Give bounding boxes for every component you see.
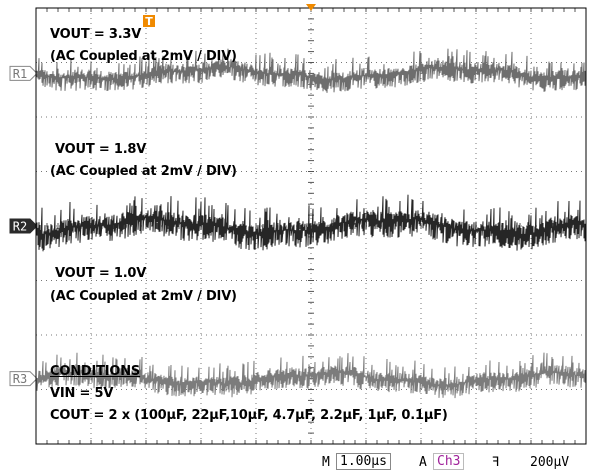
timebase-readout: 1.00µs [336, 453, 391, 470]
annotation-ac-coupled-1: (AC Coupled at 2mV / DIV) [50, 49, 237, 64]
trace-r1 [36, 48, 586, 93]
annotation-ac-coupled-3: (AC Coupled at 2mV / DIV) [50, 289, 237, 304]
trace-r2 [36, 194, 586, 252]
trace-r3 [36, 352, 586, 399]
condition-vin: VIN = 5V [50, 386, 114, 401]
reference-label-r3: R3 [13, 372, 27, 386]
scope-status-bar: M 1.00µs A Ch3 ꟻ 200µV [0, 452, 596, 474]
reference-label-r1: R1 [13, 67, 27, 81]
annotation-vout-1v8: VOUT = 1.8V [55, 142, 147, 157]
reference-marker-r1: R1 [9, 65, 38, 81]
trigger-edge-icon: ꟻ [492, 455, 500, 470]
reference-marker-r2: R2 [9, 218, 38, 234]
trigger-level-readout: 200µV [530, 455, 570, 470]
trigger-position-marker [306, 4, 316, 11]
reference-marker-r3: R3 [9, 371, 38, 387]
reference-label-r2: R2 [13, 220, 27, 234]
trigger-level-marker: T [143, 15, 155, 28]
annotation-vout-1v0: VOUT = 1.0V [55, 266, 147, 281]
annotation-ac-coupled-2: (AC Coupled at 2mV / DIV) [50, 164, 237, 179]
acquire-mode: A [419, 455, 427, 470]
trigger-marker-label: T [145, 15, 153, 28]
condition-cout: COUT = 2 x (100µF, 22µF,10µF, 4.7µF, 2.2… [50, 408, 448, 423]
trigger-source-channel: Ch3 [433, 453, 465, 470]
annotation-vout-3v3: VOUT = 3.3V [50, 27, 142, 42]
reference-markers: R1 R2 R3 [9, 65, 38, 387]
timebase-prefix: M [322, 455, 330, 470]
conditions-heading: CONDITIONS [50, 364, 141, 379]
traces [36, 48, 586, 399]
